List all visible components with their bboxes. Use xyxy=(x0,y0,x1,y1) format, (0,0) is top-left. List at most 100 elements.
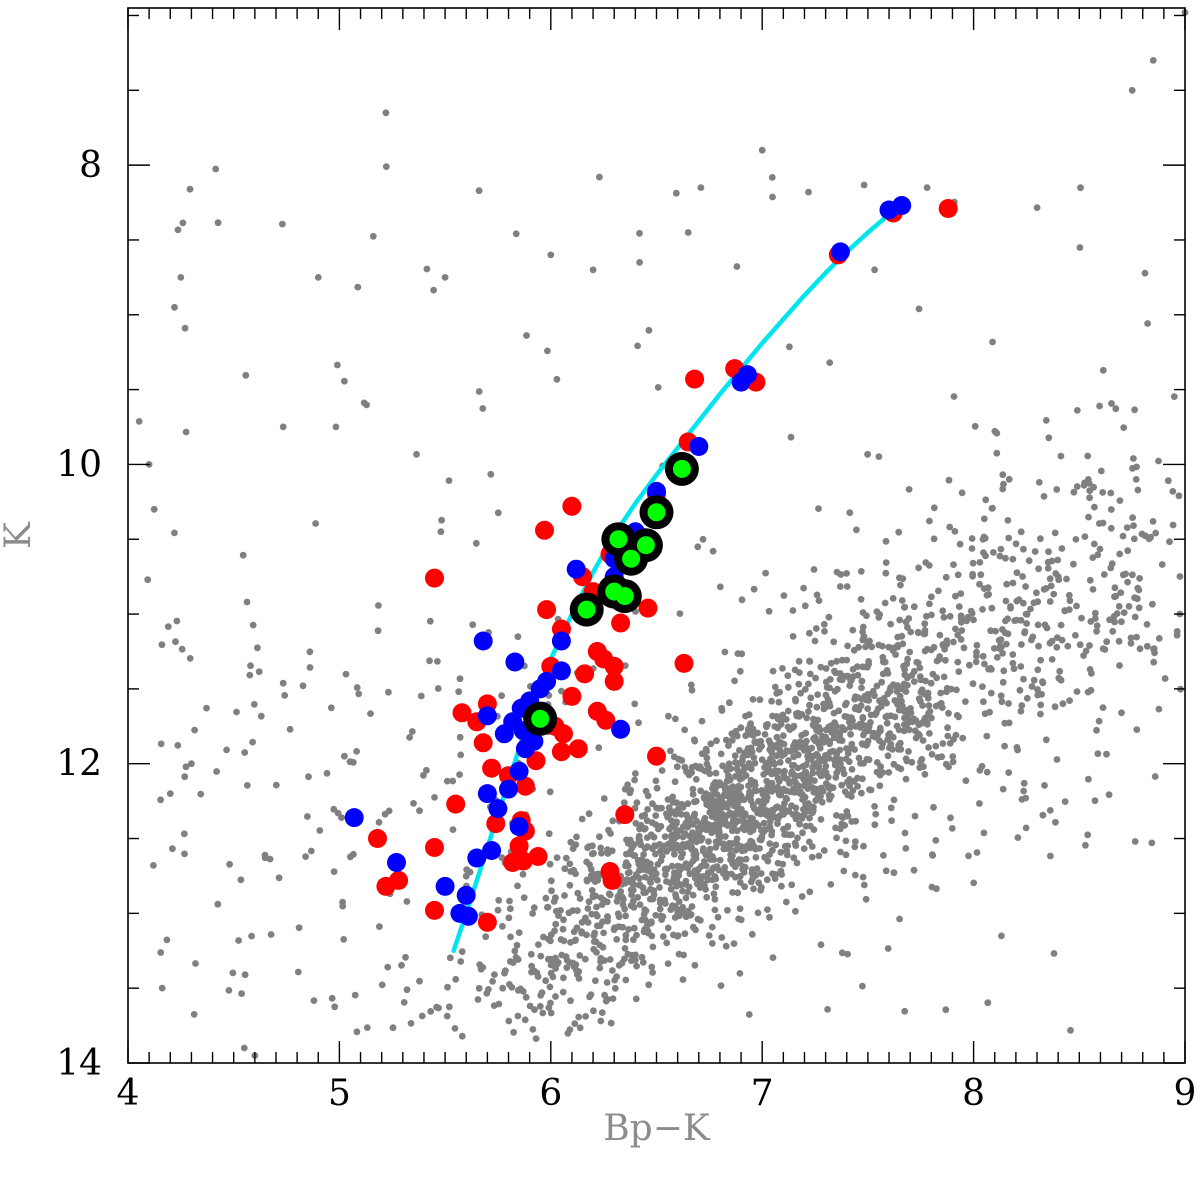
field-star xyxy=(632,770,639,777)
red-point xyxy=(938,199,958,218)
field-star xyxy=(328,994,336,1002)
field-star xyxy=(1010,665,1018,673)
field-star xyxy=(937,689,945,697)
field-star xyxy=(1014,834,1022,841)
field-star xyxy=(709,547,717,555)
field-star xyxy=(650,891,658,899)
red-point xyxy=(604,671,624,691)
field-star xyxy=(592,977,599,985)
field-star xyxy=(673,818,680,826)
field-star xyxy=(779,732,787,740)
field-star xyxy=(1070,488,1078,496)
field-star xyxy=(703,893,711,901)
field-star xyxy=(242,371,250,379)
field-star xyxy=(952,625,959,633)
field-star xyxy=(742,732,750,740)
blue-point xyxy=(477,706,497,726)
field-star xyxy=(754,809,761,817)
field-star xyxy=(827,881,835,888)
field-star xyxy=(813,703,821,711)
field-star xyxy=(1161,675,1169,682)
field-star xyxy=(704,801,712,809)
field-star xyxy=(596,964,604,972)
field-star xyxy=(874,705,882,713)
field-star xyxy=(1046,575,1054,583)
field-star xyxy=(702,851,710,858)
field-star xyxy=(652,777,660,785)
field-star xyxy=(938,753,946,761)
field-star xyxy=(736,879,744,886)
field-star xyxy=(782,898,790,906)
field-star xyxy=(859,636,867,644)
field-star xyxy=(941,645,948,653)
field-star xyxy=(736,970,744,977)
field-star xyxy=(381,810,389,818)
field-star xyxy=(784,683,792,691)
field-star xyxy=(757,870,765,877)
field-star xyxy=(144,576,152,584)
field-star xyxy=(1111,618,1118,626)
field-star xyxy=(491,971,498,978)
field-star xyxy=(353,1028,361,1036)
field-star xyxy=(748,930,756,938)
field-star xyxy=(876,771,884,779)
field-star xyxy=(1136,575,1143,582)
field-star xyxy=(781,831,788,838)
field-star xyxy=(802,729,810,737)
field-star xyxy=(979,683,986,690)
field-star xyxy=(186,655,194,662)
field-star xyxy=(644,806,651,813)
field-star xyxy=(814,691,822,698)
field-star xyxy=(1064,642,1072,650)
field-star xyxy=(809,807,817,814)
field-star xyxy=(716,583,724,591)
field-star xyxy=(910,715,918,723)
field-star xyxy=(542,894,550,902)
field-star xyxy=(158,984,166,992)
field-star xyxy=(1086,494,1093,502)
field-star xyxy=(306,664,314,671)
field-star xyxy=(887,620,894,628)
field-star xyxy=(769,846,776,854)
field-star xyxy=(893,722,901,730)
field-star xyxy=(375,818,383,826)
field-star xyxy=(942,573,950,581)
field-star xyxy=(1122,570,1129,578)
field-star xyxy=(803,714,811,722)
field-star xyxy=(1040,493,1048,500)
field-star xyxy=(736,905,744,913)
field-star xyxy=(895,528,903,536)
field-star xyxy=(820,847,828,854)
field-star xyxy=(715,866,723,874)
field-star xyxy=(609,967,616,974)
field-star xyxy=(801,686,809,693)
field-star xyxy=(802,769,810,776)
field-star xyxy=(1077,184,1084,192)
field-star xyxy=(1039,679,1047,687)
field-star xyxy=(711,906,719,914)
red-point xyxy=(575,664,595,684)
field-star xyxy=(921,770,929,778)
field-star xyxy=(178,645,186,653)
field-star xyxy=(769,193,776,201)
field-star xyxy=(989,338,996,346)
background-field-stars xyxy=(135,9,1189,1059)
blue-point xyxy=(566,559,586,579)
field-star xyxy=(999,649,1006,657)
field-star xyxy=(896,915,903,923)
red-point xyxy=(615,805,635,825)
field-star xyxy=(824,1006,831,1013)
field-star xyxy=(535,941,542,948)
field-star xyxy=(958,627,966,634)
blue-point xyxy=(689,437,709,456)
blue-point xyxy=(879,200,899,220)
field-star xyxy=(351,991,359,999)
field-star xyxy=(784,672,792,680)
blue-point xyxy=(509,761,529,781)
field-star xyxy=(248,932,256,940)
field-star xyxy=(243,598,251,606)
field-star xyxy=(174,226,182,234)
field-star xyxy=(1135,604,1143,612)
field-star xyxy=(955,713,962,721)
field-star xyxy=(505,1017,513,1025)
